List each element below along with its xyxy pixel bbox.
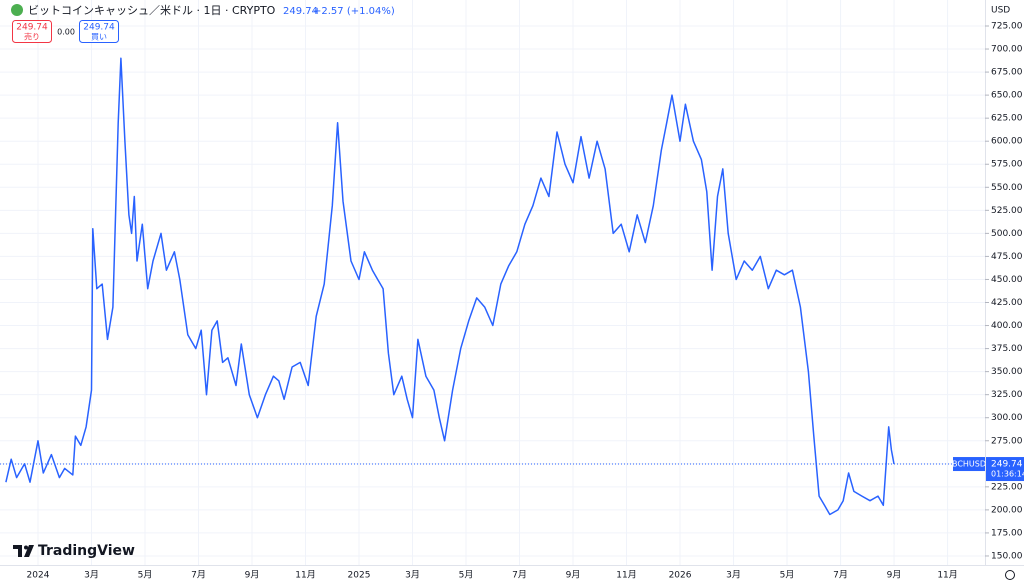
x-tick-label: 9月 <box>566 570 581 581</box>
y-tick-label: 400.00 <box>991 321 1023 331</box>
x-tick-label: 5月 <box>459 570 474 581</box>
brand-name: TradingView <box>38 543 135 559</box>
sell-price[interactable]: 249.74 <box>16 23 48 33</box>
x-tick-label: 11月 <box>937 570 957 581</box>
x-tick-label: 2024 <box>27 571 50 581</box>
y-tick-label: 350.00 <box>991 367 1023 377</box>
x-tick-label: 3月 <box>84 570 99 581</box>
symbol-label-bg <box>953 457 985 472</box>
y-tick-label: 700.00 <box>991 45 1023 55</box>
last-price: 249.74 <box>283 6 318 17</box>
x-tick-label: 7月 <box>191 570 206 581</box>
logo-dot <box>24 545 28 550</box>
x-tick-label: 11月 <box>616 570 636 581</box>
buy-button[interactable] <box>79 20 119 43</box>
y-tick-label: 450.00 <box>991 275 1023 285</box>
y-tick-label: 225.00 <box>991 482 1023 492</box>
y-tick-label: 275.00 <box>991 436 1023 446</box>
x-tick-label: 3月 <box>405 570 420 581</box>
x-tick-label: 2026 <box>669 571 692 581</box>
x-tick-label: 3月 <box>726 570 741 581</box>
y-tick-label: 175.00 <box>991 528 1023 538</box>
buy-price[interactable]: 249.74 <box>83 23 115 33</box>
y-tick-label: 550.00 <box>991 183 1023 193</box>
y-tick-label: 150.00 <box>991 551 1023 561</box>
y-tick-label: 500.00 <box>991 229 1023 239</box>
x-tick-label: 7月 <box>512 570 527 581</box>
price-line <box>5 57 895 516</box>
currency: USD <box>991 6 1010 16</box>
spread: 0.00 <box>57 28 75 37</box>
y-tick-label: 475.00 <box>991 252 1023 262</box>
y-tick-label: 300.00 <box>991 413 1023 423</box>
y-tick-label: 600.00 <box>991 137 1023 147</box>
x-tick-label: 9月 <box>245 570 260 581</box>
y-tick-label: 725.00 <box>991 21 1023 31</box>
buy-label[interactable]: 買い <box>91 33 107 42</box>
x-tick-label: 9月 <box>887 570 902 581</box>
x-tick-label: 2025 <box>348 571 371 581</box>
x-tick-label: 7月 <box>833 570 848 581</box>
price-change: +2.57 (+1.04%) <box>313 6 395 17</box>
y-tick-label: 525.00 <box>991 206 1023 216</box>
y-tick-label: 375.00 <box>991 344 1023 354</box>
y-tick-label: 425.00 <box>991 298 1023 308</box>
x-tick-label: 11月 <box>295 570 315 581</box>
y-tick-label: 325.00 <box>991 390 1023 400</box>
settings-icon[interactable] <box>1005 570 1015 580</box>
y-tick-label: 675.00 <box>991 68 1023 78</box>
symbol-title: ビットコインキャッシュ／米ドル · 1日 · CRYPTO <box>28 4 276 17</box>
symbol-label: BCHUSD <box>952 460 986 469</box>
sell-button[interactable] <box>12 20 52 43</box>
logo-mark <box>13 545 34 557</box>
x-tick-label: 5月 <box>780 570 795 581</box>
sell-label[interactable]: 売り <box>24 32 40 42</box>
x-tick-label: 5月 <box>138 570 153 581</box>
y-tick-label: 625.00 <box>991 114 1023 124</box>
symbol-icon <box>11 4 23 16</box>
y-tick-label: 575.00 <box>991 160 1023 170</box>
countdown: 01:36:14 <box>991 470 1024 479</box>
y-tick-label: 650.00 <box>991 91 1023 101</box>
y-tick-label: 200.00 <box>991 505 1023 515</box>
brand-logo <box>13 545 34 557</box>
grid <box>0 0 985 565</box>
price-label: 249.74 <box>991 460 1023 470</box>
price-label-bg <box>986 457 1024 482</box>
